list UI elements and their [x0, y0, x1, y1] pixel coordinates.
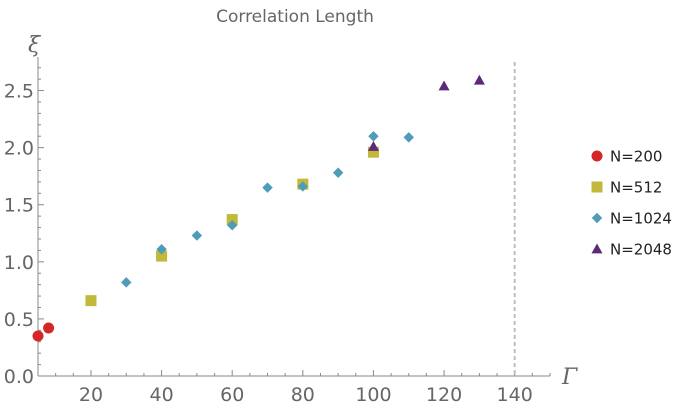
- data-point: [85, 295, 97, 307]
- data-point: [43, 322, 55, 334]
- data-point: [332, 167, 344, 178]
- legend-label: N=1024: [610, 210, 672, 228]
- legend-label: N=2048: [610, 241, 672, 259]
- y-tick-label: 0.0: [4, 366, 34, 388]
- data-point: [297, 181, 309, 192]
- data-point: [368, 130, 379, 142]
- x-tick-label: 100: [355, 384, 391, 406]
- axes: 20 40 60 80 100 120 140 0.0 0.5 1.0 1.5 2.0 2.5 Γξ: [4, 33, 578, 406]
- x-tick-label: 140: [497, 384, 533, 406]
- data-point: [403, 132, 414, 143]
- y-tick-label: 0.5: [4, 309, 34, 331]
- chart-title: Correlation Length: [216, 7, 374, 27]
- data-point: [367, 140, 379, 151]
- x-tick-label: 20: [79, 384, 103, 406]
- data-point: [438, 80, 450, 91]
- x-axis-label: Γ: [561, 365, 578, 390]
- legend-label: N=512: [610, 179, 662, 197]
- data-point: [32, 330, 44, 342]
- data-point: [473, 74, 485, 85]
- data-point: [262, 182, 273, 193]
- data-point: [226, 220, 238, 231]
- legend-label: N=200: [610, 148, 662, 166]
- data-point: [191, 230, 203, 241]
- y-tick-label: 1.0: [4, 252, 34, 274]
- x-tick-label: 80: [291, 384, 315, 406]
- x-tick-label: 40: [149, 384, 173, 406]
- legend-marker: [591, 150, 603, 162]
- y-tick-label: 1.5: [4, 195, 34, 217]
- legend: N=200 N=512 N=1024 N=2048: [591, 148, 672, 259]
- data-point: [367, 146, 379, 158]
- legend-marker: [591, 243, 603, 254]
- data-points: [32, 74, 485, 342]
- x-tick-label: 60: [220, 384, 244, 406]
- x-tick-label: 120: [426, 384, 462, 406]
- series-n-1024: [121, 130, 414, 288]
- data-point: [226, 214, 238, 226]
- series-n-200: [32, 322, 55, 342]
- legend-marker: [591, 212, 603, 224]
- data-point: [121, 277, 132, 288]
- data-point: [156, 244, 167, 255]
- series-n-2048: [367, 74, 485, 151]
- y-tick-label: 2.5: [4, 81, 34, 103]
- legend-marker: [591, 181, 603, 193]
- y-axis-label: ξ: [28, 33, 42, 58]
- y-tick-label: 2.0: [4, 138, 34, 160]
- data-point: [156, 250, 168, 262]
